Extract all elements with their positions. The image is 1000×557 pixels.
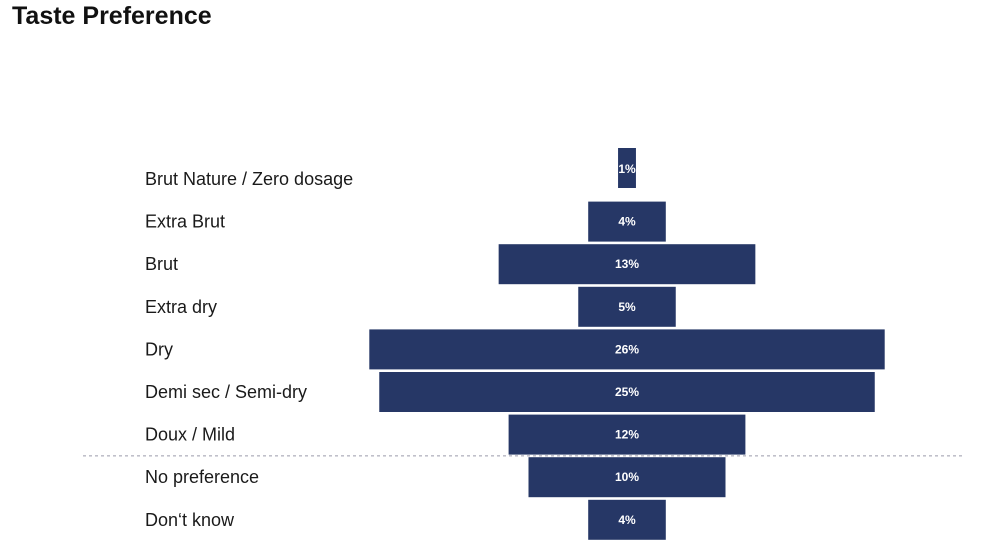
category-label-6: Doux / Mild bbox=[145, 425, 235, 445]
bar-0 bbox=[616, 146, 638, 190]
page-title: Taste Preference bbox=[12, 2, 212, 30]
bar-5 bbox=[377, 370, 877, 414]
bar-6 bbox=[506, 412, 748, 457]
category-label-8: Don‘t know bbox=[145, 510, 235, 530]
value-label-4: 26% bbox=[615, 342, 639, 356]
bar-7 bbox=[526, 455, 728, 500]
value-label-7: 10% bbox=[615, 470, 639, 484]
category-label-7: No preference bbox=[145, 467, 259, 487]
value-label-3: 5% bbox=[618, 300, 636, 314]
value-label-5: 25% bbox=[615, 385, 639, 399]
bars bbox=[367, 146, 887, 542]
category-label-5: Demi sec / Semi-dry bbox=[145, 382, 307, 402]
category-label-3: Extra dry bbox=[145, 297, 217, 317]
bar-8 bbox=[586, 497, 668, 542]
value-label-2: 13% bbox=[615, 257, 639, 271]
category-labels: Brut Nature / Zero dosage Extra Brut Brut E… bbox=[145, 169, 353, 530]
value-label-8: 4% bbox=[618, 513, 636, 527]
value-label-6: 12% bbox=[615, 428, 639, 442]
value-labels: 1% 4% 13% 5% 26% 25% 12% 10% 4% bbox=[615, 162, 639, 527]
bar-2 bbox=[496, 242, 758, 287]
category-label-2: Brut bbox=[145, 254, 178, 274]
category-label-4: Dry bbox=[145, 339, 173, 359]
category-label-0: Brut Nature / Zero dosage bbox=[145, 169, 353, 189]
value-label-1: 4% bbox=[618, 215, 636, 229]
category-label-1: Extra Brut bbox=[145, 212, 225, 232]
bar-3 bbox=[576, 284, 678, 329]
value-label-0: 1% bbox=[618, 162, 636, 176]
